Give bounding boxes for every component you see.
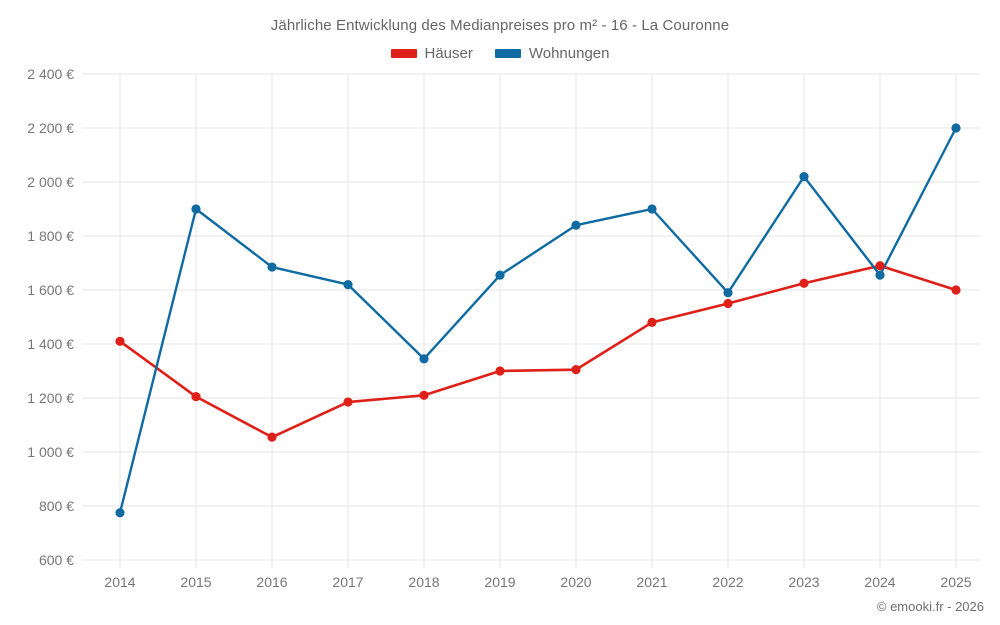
y-axis-tick-label: 1 200 € (27, 390, 74, 406)
data-point[interactable] (191, 204, 201, 214)
y-axis-tick-label: 1 400 € (27, 336, 74, 352)
x-axis-tick-label: 2023 (788, 574, 820, 590)
data-point[interactable] (571, 365, 581, 375)
data-point[interactable] (267, 432, 277, 442)
data-point[interactable] (799, 278, 809, 288)
legend-swatch-wohnungen (494, 49, 521, 58)
data-point[interactable] (115, 336, 125, 346)
data-point[interactable] (799, 172, 809, 182)
x-axis-tick-label: 2021 (636, 574, 668, 590)
series-line-wohnungen (118, 126, 958, 514)
data-point[interactable] (723, 288, 733, 298)
data-point[interactable] (495, 366, 505, 376)
grid-lines (82, 73, 980, 568)
data-point[interactable] (951, 285, 961, 295)
x-axis-tick-label: 2014 (104, 574, 136, 590)
footer-credit: © emooki.fr - 2026 (876, 599, 984, 614)
data-point[interactable] (419, 354, 429, 364)
series-line-häuser (118, 264, 958, 439)
data-point[interactable] (875, 261, 885, 271)
x-axis-tick-label: 2016 (256, 574, 288, 590)
x-axis-tick-label: 2017 (332, 574, 364, 590)
x-axis-tick-label: 2022 (712, 574, 744, 590)
data-point[interactable] (875, 270, 885, 280)
data-point[interactable] (191, 392, 201, 402)
plot-svg (82, 73, 980, 568)
x-axis-tick-label: 2025 (940, 574, 972, 590)
chart-title: Jährliche Entwicklung des Medianpreises … (270, 17, 730, 34)
y-axis-tick-label: 2 200 € (27, 120, 74, 136)
data-point[interactable] (647, 317, 657, 327)
data-point[interactable] (343, 280, 353, 290)
y-axis-tick-label: 1 600 € (27, 282, 74, 298)
data-point[interactable] (723, 298, 733, 309)
data-point[interactable] (343, 397, 353, 407)
y-axis-tick-label: 2 000 € (27, 174, 74, 190)
chart-legend: Häuser Wohnungen (0, 45, 1000, 62)
x-axis-tick-label: 2018 (408, 574, 440, 590)
x-axis-tick-label: 2020 (560, 574, 592, 590)
legend-item-wohnungen[interactable]: Wohnungen (494, 45, 610, 62)
data-point[interactable] (571, 220, 581, 230)
data-point[interactable] (495, 270, 505, 280)
plot-area (82, 73, 980, 568)
y-axis-tick-label: 800 € (38, 498, 74, 514)
legend-swatch-hauser (390, 49, 417, 58)
legend-label-hauser: Häuser (424, 45, 473, 62)
x-axis-tick-label: 2015 (180, 574, 212, 590)
data-point[interactable] (267, 262, 277, 272)
y-axis-tick-label: 1 000 € (27, 444, 74, 460)
y-axis-tick-label: 600 € (38, 552, 74, 568)
data-point[interactable] (115, 508, 125, 518)
x-axis-tick-label: 2024 (864, 574, 896, 590)
x-axis-tick-label: 2019 (484, 574, 516, 590)
y-axis-tick-label: 1 800 € (27, 228, 74, 244)
y-axis-tick-label: 2 400 € (27, 66, 74, 82)
data-point[interactable] (419, 390, 429, 400)
data-point[interactable] (951, 123, 961, 133)
legend-item-hauser[interactable]: Häuser (390, 45, 473, 62)
legend-label-wohnungen: Wohnungen (528, 45, 610, 62)
data-series-layer (115, 123, 961, 518)
data-point[interactable] (647, 204, 657, 214)
